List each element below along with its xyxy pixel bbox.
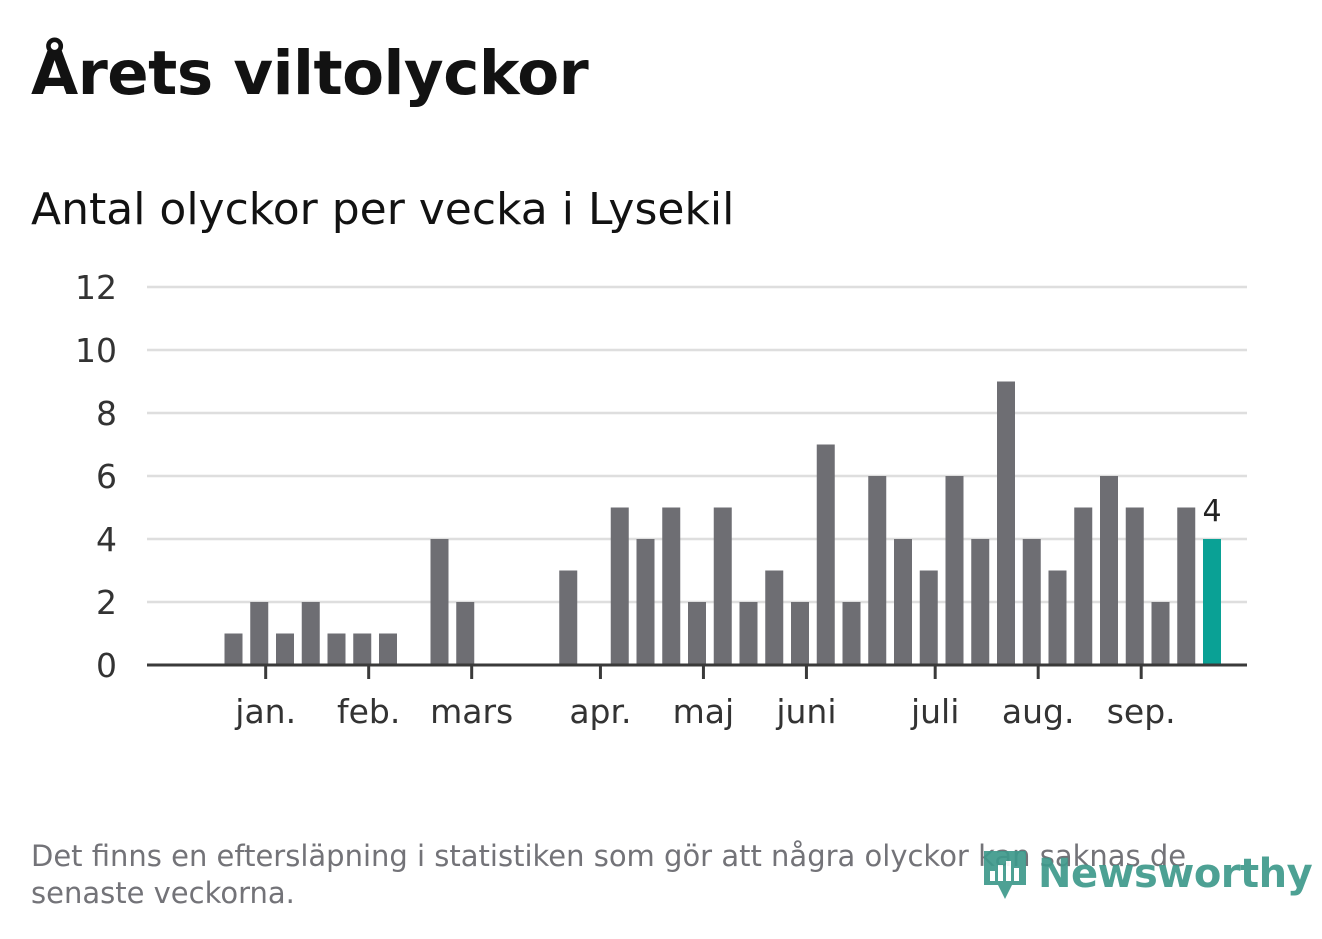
bar	[894, 539, 912, 665]
y-tick-label: 8	[96, 394, 117, 433]
bar	[816, 444, 835, 665]
y-tick-label: 12	[75, 268, 117, 307]
bar	[662, 507, 681, 665]
bar	[224, 633, 243, 665]
bar	[559, 570, 578, 665]
bar	[1048, 570, 1067, 665]
bar	[353, 633, 372, 665]
x-tick-label-month: juni	[775, 692, 836, 731]
y-tick-label: 4	[96, 520, 117, 559]
bar	[688, 602, 706, 665]
bar	[276, 633, 294, 665]
bar	[868, 476, 887, 665]
bar	[945, 476, 964, 665]
x-tick-label-month: sep.	[1107, 692, 1176, 731]
bar	[842, 602, 861, 665]
bar	[997, 381, 1015, 665]
chart-subtitle: Antal olyckor per vecka i Lysekil	[31, 184, 735, 235]
weekly-accidents-bar-chart: 0 2 4 6 8 10 12 4 jan. feb. mars apr. maj juni juli aug…	[75, 268, 1247, 731]
brand-name: Newsworthy	[1038, 851, 1313, 897]
bar	[1100, 476, 1118, 665]
y-tick-label: 0	[96, 646, 117, 685]
bar	[1022, 539, 1041, 665]
newsworthy-logo-icon	[984, 851, 1026, 899]
last-value-label: 4	[1202, 494, 1221, 529]
chart-title: Årets viltolyckor	[31, 38, 589, 109]
bar	[379, 633, 397, 665]
bar	[610, 507, 629, 665]
x-tick-label-month: juli	[910, 692, 959, 731]
x-tick-label-month: feb.	[337, 692, 400, 731]
x-tick-label-month: mars	[430, 692, 513, 731]
x-tick-label-month: maj	[673, 692, 735, 731]
bar-latest-week	[1203, 539, 1221, 665]
bar	[1074, 507, 1093, 665]
x-tick-label-month: aug.	[1002, 692, 1075, 731]
bar	[327, 633, 346, 665]
bar	[636, 539, 655, 665]
bar	[971, 539, 990, 665]
bar	[739, 602, 758, 665]
bar	[919, 570, 938, 665]
bar	[765, 570, 784, 665]
bar	[1177, 507, 1196, 665]
y-tick-label: 10	[75, 331, 117, 370]
bar	[250, 602, 269, 665]
x-tick-label-month: apr.	[569, 692, 631, 731]
bar	[301, 602, 320, 665]
x-tick-label-month: jan.	[234, 692, 296, 731]
y-tick-label: 2	[96, 583, 117, 622]
bar	[1125, 507, 1144, 665]
bar	[791, 602, 809, 665]
bar	[456, 602, 475, 665]
bar	[430, 539, 449, 665]
bar	[713, 507, 732, 665]
newsworthy-logo: Newsworthy	[980, 843, 1313, 905]
bar	[1151, 602, 1170, 665]
y-tick-label: 6	[96, 457, 117, 496]
